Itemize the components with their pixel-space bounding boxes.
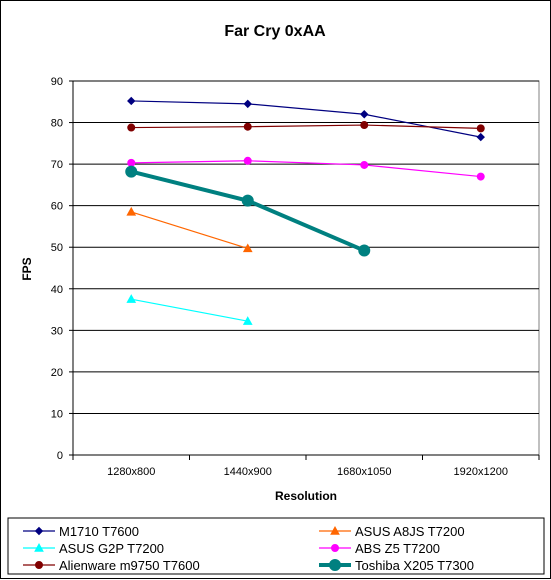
legend-label: ASUS A8JS T7200 xyxy=(355,524,465,539)
y-tick-label: 60 xyxy=(51,201,63,213)
data-point xyxy=(127,158,136,167)
y-tick-label: 0 xyxy=(57,450,63,462)
legend-marker xyxy=(35,561,43,569)
series-layer xyxy=(125,96,485,325)
data-point xyxy=(242,316,253,325)
x-tick-label: 1680x1050 xyxy=(337,466,391,478)
gridlines xyxy=(69,80,539,456)
series-line xyxy=(131,298,248,322)
y-tick-label: 50 xyxy=(51,242,63,254)
data-point xyxy=(243,122,252,131)
legend-item: ABS Z5 T7200 xyxy=(319,541,440,556)
legend-marker xyxy=(34,542,44,552)
data-point xyxy=(476,124,485,133)
y-tick-label: 20 xyxy=(51,367,63,379)
legend-item: ASUS G2P T7200 xyxy=(23,541,164,556)
data-point xyxy=(242,243,253,253)
legend-box xyxy=(7,517,545,575)
chart-title: Far Cry 0xAA xyxy=(224,23,326,40)
data-point xyxy=(360,110,369,119)
legend-item: Toshiba X205 T7300 xyxy=(319,558,474,573)
legend-item: M1710 T7600 xyxy=(23,524,139,539)
series-line xyxy=(131,211,248,250)
series-line xyxy=(131,160,481,178)
data-point xyxy=(360,160,369,169)
y-tick-label: 90 xyxy=(51,76,63,88)
series-0 xyxy=(127,96,485,142)
series-3 xyxy=(127,156,485,181)
data-point xyxy=(125,165,138,178)
data-point xyxy=(127,123,136,132)
data-point xyxy=(243,156,252,165)
legend-label: Alienware m9750 T7600 xyxy=(59,558,200,573)
x-tick-label: 1920x1200 xyxy=(454,466,508,478)
y-tick-label: 10 xyxy=(51,408,63,420)
legend-marker xyxy=(331,544,339,552)
x-tick-label: 1280x800 xyxy=(107,466,155,478)
legend-marker xyxy=(34,526,44,536)
data-point xyxy=(127,96,136,106)
data-point xyxy=(360,121,369,130)
y-tick-label: 80 xyxy=(51,118,63,130)
data-point xyxy=(358,244,371,257)
legend-marker xyxy=(330,525,340,535)
y-tick-label: 40 xyxy=(51,284,63,296)
data-point xyxy=(126,294,137,303)
data-point xyxy=(241,194,254,207)
y-tick-label: 30 xyxy=(51,325,63,337)
x-tick-labels: 1280x800 1440x900 1680x1050 1920x1200 xyxy=(72,455,540,478)
y-tick-labels: 0 10 20 30 40 50 60 70 80 90 xyxy=(51,76,63,462)
legend-label: ABS Z5 T7200 xyxy=(355,541,440,556)
x-axis-label: Resolution xyxy=(275,489,337,503)
data-point xyxy=(126,206,137,216)
series-2 xyxy=(126,294,253,325)
y-tick-label: 70 xyxy=(51,159,63,171)
series-4 xyxy=(127,121,485,133)
legend-label: ASUS G2P T7200 xyxy=(59,541,164,556)
data-point xyxy=(476,132,485,142)
plot-area xyxy=(72,80,540,456)
legend: M1710 T7600 ASUS A8JS T7200 ASUS G2P T7200… xyxy=(23,524,474,573)
legend-label: Toshiba X205 T7300 xyxy=(355,558,474,573)
data-point xyxy=(243,99,252,109)
legend-label: M1710 T7600 xyxy=(59,524,139,539)
data-point xyxy=(476,172,485,181)
legend-item: ASUS A8JS T7200 xyxy=(319,524,465,539)
series-line xyxy=(131,100,481,138)
x-tick-label: 1440x900 xyxy=(224,466,272,478)
series-line xyxy=(131,124,481,129)
y-axis-label: FPS xyxy=(20,257,34,280)
legend-marker xyxy=(329,559,341,571)
legend-item: Alienware m9750 T7600 xyxy=(23,558,200,573)
series-5 xyxy=(125,165,371,257)
series-1 xyxy=(126,206,253,253)
